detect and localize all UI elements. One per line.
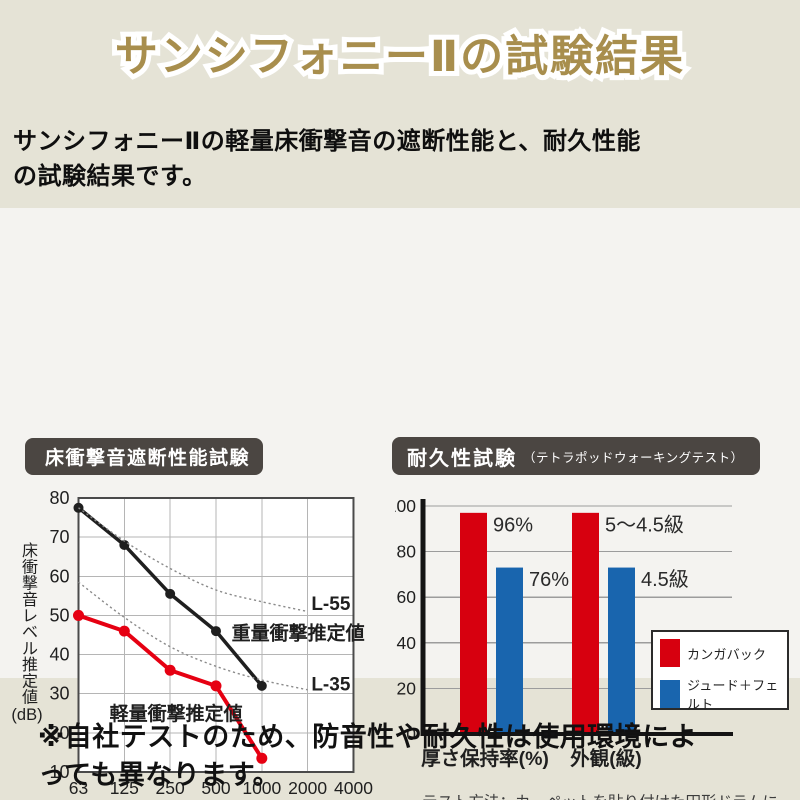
bar-y-tick-label: 100 xyxy=(395,496,416,516)
x-tick-label: 1000 xyxy=(242,778,281,798)
test-method-note: テスト方法：カーペットを貼り付けた円形ドラムに 金属のテトラポッド(1.3kg)… xyxy=(422,792,800,800)
bar-category-label: 外観(級) xyxy=(570,747,642,770)
bar-ジュード＋フェルト-外観(級) xyxy=(608,567,635,734)
y-tick-label: 30 xyxy=(49,684,69,704)
legend-swatch-blue xyxy=(660,680,680,708)
bar-y-tick-label: 0 xyxy=(406,724,416,744)
bar-y-tick-label: 20 xyxy=(397,678,417,698)
page-title-outline: サンシフォニーⅡの試験結果 xyxy=(110,28,688,86)
y-tick-label: 70 xyxy=(49,527,69,547)
chart-annotation: 軽量衝撃推定値 xyxy=(110,702,243,725)
x-tick-label: 4000 xyxy=(334,778,373,798)
legend-label-kangaback: カンガバック xyxy=(687,646,767,662)
x-tick-label: 2000 xyxy=(288,778,327,798)
y-tick-label: 20 xyxy=(49,723,69,743)
y-axis-title-vertical: 床衝撃音レベル推定値 xyxy=(22,542,38,707)
data-point xyxy=(119,539,130,550)
durability-notes: テスト方法：カーペットを貼り付けた円形ドラムに 金属のテトラポッド(1.3kg)… xyxy=(422,792,800,800)
bar-chart-legend: カンガバック ジュード＋フェルト xyxy=(651,630,789,713)
legend-swatch-red xyxy=(660,639,680,667)
data-point xyxy=(164,664,176,676)
chart-annotation: L-35 xyxy=(311,674,351,695)
page-subtitle: サンシフォニーⅡの軽量床衝撃音の遮断性能と、耐久性能 の試験結果です。 xyxy=(13,128,641,191)
page-title: サンシフォニーⅡの試験結果 サンシフォニーⅡの試験結果 xyxy=(0,22,800,88)
page-title-text: サンシフォニーⅡの試験結果 xyxy=(114,33,686,81)
reference-curve-L-55基準曲線 xyxy=(78,507,308,613)
data-point xyxy=(256,752,268,764)
legend-row-jute-felt: ジュード＋フェルト xyxy=(660,675,787,713)
chart-annotation: 重量衝撃推定値 xyxy=(232,622,365,645)
chart-annotation: L-55 xyxy=(311,594,351,615)
y-tick-label: 40 xyxy=(49,645,69,665)
bar-カンガバック-厚さ保持率(%) xyxy=(460,512,487,734)
bar-カンガバック-外観(級) xyxy=(572,512,599,734)
y-tick-label: 50 xyxy=(49,605,69,625)
left-chart-badge-label: 床衝撃音遮断性能試験 xyxy=(45,448,251,469)
bar-value-label: 4.5級 xyxy=(641,568,689,591)
bar-y-tick-label: 60 xyxy=(397,587,417,607)
left-chart-badge: 床衝撃音遮断性能試験 xyxy=(25,438,263,475)
bar-ジュード＋フェルト-厚さ保持率(%) xyxy=(496,567,523,734)
data-point xyxy=(210,680,222,692)
bar-value-label: 5〜4.5級 xyxy=(605,513,684,536)
charts-panel: 床衝撃音遮断性能試験 耐久性試験 （テトラポッドウォーキングテスト） 80 70 6… xyxy=(0,208,800,800)
bar-value-label: 76% xyxy=(529,569,569,591)
data-point xyxy=(73,609,84,621)
right-chart-badge-sublabel: （テトラポッドウォーキングテスト） xyxy=(523,450,744,465)
y-axis-unit: (dB) xyxy=(11,706,42,724)
data-point xyxy=(210,626,221,637)
plot-border xyxy=(77,496,355,774)
bar-value-label: 96% xyxy=(493,514,533,536)
legend-row-kangaback: カンガバック xyxy=(660,639,787,667)
right-chart-badge-label: 耐久性試験 xyxy=(407,447,517,470)
x-tick-label: 500 xyxy=(201,778,230,798)
bar-category-label: 厚さ保持率(%) xyxy=(421,747,549,770)
footer-disclaimer: ※自社テストのため、防音性や耐久性は使用環境によ っても異なります。 xyxy=(38,722,698,790)
y-tick-label: 80 xyxy=(49,488,69,508)
data-point xyxy=(118,625,130,637)
y-tick-label: 60 xyxy=(49,566,69,586)
bar-y-tick-label: 80 xyxy=(397,542,417,562)
legend-label-jute-felt: ジュード＋フェルト xyxy=(687,678,779,712)
data-point xyxy=(73,502,84,513)
durability-bar-chart: 96% 5〜4.5級 76% 4.5級 0 20 40 60 80 100 厚さ保持率(%) 外観(級… xyxy=(395,496,733,770)
y-tick-label: 10 xyxy=(49,762,69,782)
x-tick-label: 250 xyxy=(156,778,185,798)
data-point xyxy=(256,680,267,691)
data-point xyxy=(165,588,176,599)
bar-y-tick-label: 40 xyxy=(397,633,417,653)
x-tick-label: 63 xyxy=(69,778,88,798)
x-tick-label: 125 xyxy=(110,778,139,798)
right-chart-badge: 耐久性試験 （テトラポッドウォーキングテスト） xyxy=(392,437,760,475)
